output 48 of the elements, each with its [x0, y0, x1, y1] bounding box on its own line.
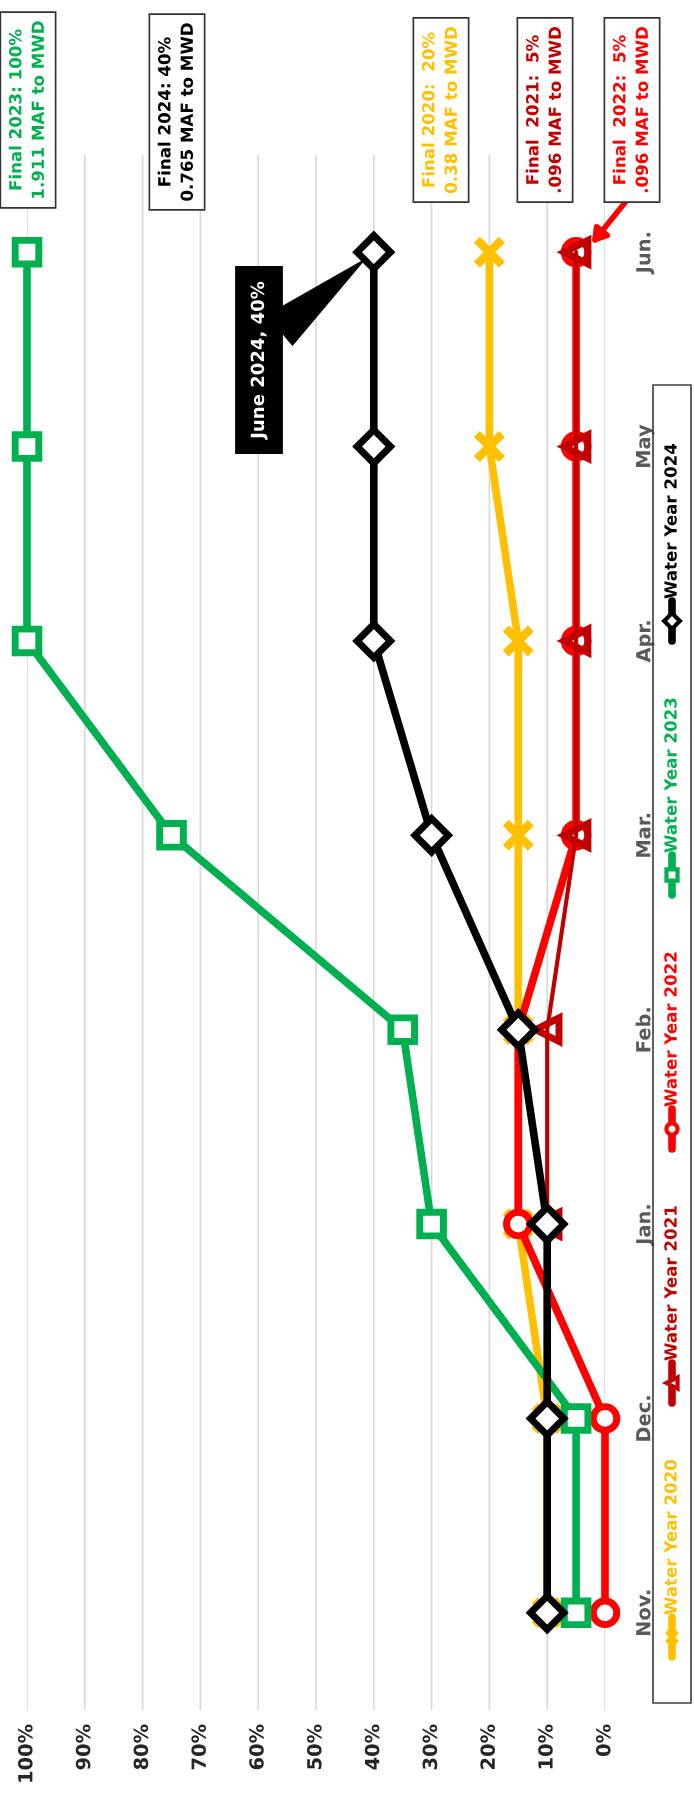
text: Water Year 2022 [664, 952, 677, 1107]
point [501, 624, 535, 658]
x-tick-label: 10% [538, 1724, 553, 1769]
x-tick-label: 70% [191, 1724, 207, 1770]
x-tick-label: 60% [249, 1724, 264, 1770]
text: Water Year 2023 [664, 698, 677, 853]
point [156, 820, 187, 851]
x-tick-label: 80% [133, 1724, 149, 1770]
annotation: Final 2023: 100% 1.911 MAF to MWD [8, 21, 45, 198]
y-tick-label: Nov. [636, 1590, 651, 1636]
point [387, 1014, 418, 1045]
point [11, 236, 43, 268]
point [501, 818, 535, 852]
y-tick-label: Apr. [636, 621, 655, 663]
point [353, 620, 394, 662]
text: Water Year 2021 [664, 1206, 677, 1361]
y-tick-label: Jun. [636, 233, 655, 275]
point [472, 429, 507, 464]
y-tick-label: Jan. [636, 1205, 655, 1246]
x-tick-label: 90% [75, 1724, 91, 1770]
point [560, 1403, 592, 1434]
y-tick-label: Feb. [635, 1008, 651, 1052]
point [560, 1597, 592, 1629]
x-tick-label: 0% [595, 1724, 611, 1756]
y-tick-label: Mar. [636, 813, 651, 857]
annotation: Final 2024: 40% 0.765 MAF to MWD [157, 23, 194, 201]
annotation: June 2024, 40% [250, 281, 268, 440]
x-tick-label: 40% [364, 1724, 380, 1770]
text: Water Year 2020 [664, 1459, 677, 1615]
x-tick-label: 50% [306, 1724, 322, 1769]
point [589, 1403, 621, 1434]
x-tick-label: 100% [17, 1724, 33, 1782]
point [589, 1597, 621, 1629]
annotation: Final 2020: 20% 0.38 MAF to MWD [421, 27, 458, 194]
y-tick-label: Dec. [636, 1396, 651, 1441]
point [411, 815, 452, 856]
point [11, 431, 43, 462]
x-tick-label: 20% [480, 1724, 496, 1769]
y-tick-label: May [636, 424, 655, 468]
point [11, 625, 43, 657]
text: Final 2022: 5% .096 MAF to MWD [612, 27, 649, 193]
point [472, 235, 507, 269]
annotation: Final 2021: 5% .096 MAF to MWD [525, 27, 562, 193]
point [416, 1208, 447, 1240]
x-tick-label: 30% [422, 1724, 438, 1770]
text: Water Year 2024 [664, 443, 677, 599]
point [353, 232, 394, 273]
point [353, 426, 394, 467]
